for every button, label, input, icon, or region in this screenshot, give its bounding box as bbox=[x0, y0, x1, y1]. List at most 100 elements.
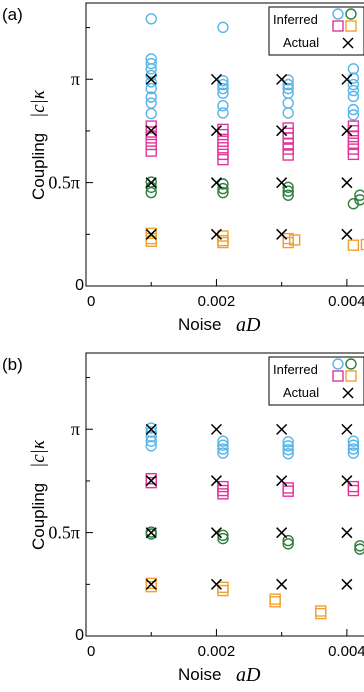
x-axis-title-symbol: aD bbox=[236, 314, 261, 336]
inferred-point-orange bbox=[347, 239, 360, 251]
x-tick-label: 0.002 bbox=[198, 293, 236, 310]
inferred-point-orange bbox=[315, 607, 327, 620]
cross-stroke bbox=[145, 73, 157, 85]
x-tick-label: 0.002 bbox=[198, 643, 236, 660]
inferred-point-green bbox=[282, 181, 294, 193]
inferred-point-green bbox=[145, 528, 157, 540]
actual-point bbox=[210, 578, 222, 590]
inferred-point-green bbox=[282, 534, 294, 547]
inferred-point-green bbox=[282, 189, 294, 201]
inferred-point-blue bbox=[145, 440, 157, 452]
actual-point bbox=[145, 527, 157, 539]
inferred-point-orange bbox=[288, 234, 301, 246]
inferred-point-blue bbox=[282, 78, 294, 91]
x-axis-title-text: Noise bbox=[178, 315, 221, 334]
inferred-point-blue bbox=[347, 443, 360, 455]
legend-marker-actual bbox=[342, 387, 354, 399]
actual-point bbox=[145, 125, 157, 137]
inferred-point-blue bbox=[145, 63, 157, 75]
inferred-point-blue bbox=[145, 430, 157, 443]
legend-marker-green bbox=[345, 358, 357, 370]
cross-stroke bbox=[210, 527, 222, 539]
y-axis-title-symbol: |c|κ bbox=[28, 89, 49, 118]
inferred-point-blue bbox=[145, 435, 157, 447]
actual-point bbox=[276, 177, 288, 189]
cross-stroke bbox=[341, 475, 353, 487]
inferred-point-green bbox=[354, 543, 364, 555]
actual-point bbox=[341, 228, 353, 240]
cross-stroke bbox=[342, 37, 354, 49]
legend-actual-label: Actual bbox=[283, 385, 319, 400]
actual-point bbox=[145, 578, 157, 590]
inferred-point-green bbox=[282, 185, 294, 197]
cross-stroke bbox=[145, 423, 157, 435]
x-ticks: 0 0.002 0.004 bbox=[85, 629, 364, 660]
cross-stroke bbox=[276, 475, 288, 487]
inferred-point-blue bbox=[282, 436, 294, 448]
inferred-point-blue bbox=[145, 57, 157, 70]
inferred-point-blue bbox=[217, 443, 229, 455]
inferred-point-blue bbox=[282, 107, 294, 119]
inferred-point-blue bbox=[217, 82, 229, 95]
actual-point bbox=[210, 423, 222, 435]
inferred-point-magenta bbox=[282, 132, 294, 144]
actual-point bbox=[210, 125, 222, 137]
inferred-point-blue bbox=[145, 91, 157, 103]
inferred-point-blue bbox=[347, 90, 360, 103]
inferred-point-magenta bbox=[145, 473, 157, 485]
inferred-point-magenta bbox=[145, 120, 157, 132]
actual-point bbox=[145, 475, 157, 487]
cross-stroke bbox=[145, 578, 157, 590]
cross-stroke bbox=[276, 228, 288, 240]
cross-stroke bbox=[145, 228, 157, 240]
data-marks bbox=[145, 13, 364, 251]
inferred-point-magenta bbox=[347, 484, 360, 497]
inferred-point-magenta bbox=[217, 142, 229, 154]
legend-markers bbox=[332, 8, 357, 49]
cross-stroke bbox=[341, 125, 353, 137]
actual-point bbox=[276, 73, 288, 85]
inferred-point-orange bbox=[145, 580, 157, 593]
x-tick-label: 0 bbox=[87, 293, 95, 310]
panel-a: (a) 0 0.5π π 0 0.002 0.004 Coupling |c|κ Noi… bbox=[2, 2, 364, 336]
inferred-point-green bbox=[217, 186, 229, 199]
inferred-point-magenta bbox=[347, 124, 360, 137]
actual-point bbox=[210, 475, 222, 487]
inferred-point-blue bbox=[282, 97, 294, 109]
cross-stroke bbox=[145, 125, 157, 137]
inferred-point-orange bbox=[269, 596, 281, 608]
cross-stroke bbox=[276, 423, 288, 435]
inferred-point-magenta bbox=[145, 126, 157, 138]
y-axis-title-symbol: |c|κ bbox=[28, 439, 49, 468]
cross-stroke bbox=[276, 578, 288, 590]
inferred-point-blue bbox=[145, 97, 157, 109]
cross-stroke bbox=[341, 423, 353, 435]
x-ticks: 0 0.002 0.004 bbox=[85, 279, 364, 310]
inferred-point-blue bbox=[347, 435, 360, 447]
cross-stroke bbox=[276, 73, 288, 85]
inferred-point-green bbox=[347, 198, 360, 210]
inferred-point-magenta bbox=[347, 148, 360, 161]
inferred-point-blue bbox=[217, 107, 229, 119]
inferred-point-magenta bbox=[145, 145, 157, 157]
cross-stroke bbox=[210, 475, 222, 487]
y-tick-label: π bbox=[71, 69, 80, 89]
inferred-point-green bbox=[282, 538, 294, 550]
inferred-point-magenta bbox=[145, 476, 157, 489]
actual-point bbox=[210, 73, 222, 85]
cross-stroke bbox=[145, 475, 157, 487]
actual-point bbox=[341, 177, 353, 189]
legend: Inferred Actual bbox=[268, 356, 364, 406]
legend: Inferred Actual bbox=[268, 6, 364, 56]
cross-stroke bbox=[210, 73, 222, 85]
y-tick-label: π bbox=[71, 419, 80, 439]
actual-point bbox=[145, 73, 157, 85]
y-ticks: 0 0.5π π bbox=[48, 377, 93, 644]
actual-point bbox=[341, 423, 353, 435]
actual-point bbox=[276, 475, 288, 487]
legend-inferred-label: Inferred bbox=[273, 12, 318, 27]
inferred-point-magenta bbox=[217, 153, 229, 166]
inferred-point-green bbox=[354, 189, 364, 201]
y-axis-title-text: Coupling bbox=[29, 483, 48, 550]
